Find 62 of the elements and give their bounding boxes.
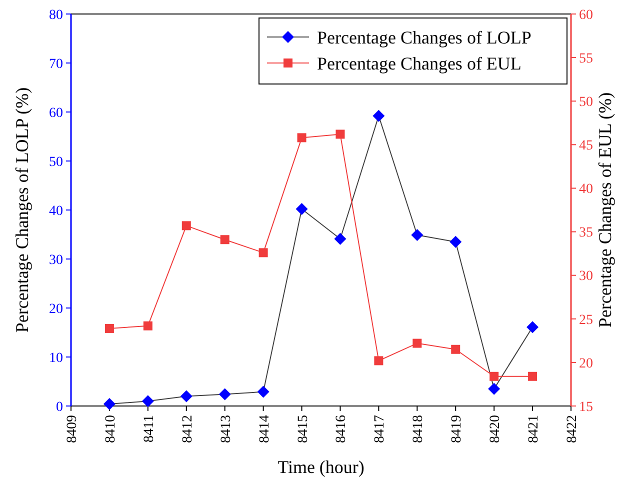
x-tick-label: 8414: [257, 415, 272, 443]
y-tick-label: 40: [49, 204, 63, 219]
x-tick-label: 8422: [565, 415, 580, 443]
y2-tick-label: 55: [579, 51, 593, 66]
y2-tick-label: 15: [579, 400, 593, 415]
point: [182, 221, 191, 230]
point: [488, 382, 500, 395]
x-tick-label: 8419: [450, 415, 465, 443]
x-tick-label: 8416: [334, 415, 350, 443]
x-tick-label: 8411: [142, 415, 157, 442]
point: [372, 110, 385, 122]
x-tick-label: 8410: [103, 415, 118, 443]
y2-axis-title: Percentage Changes of EUL (%): [595, 92, 615, 328]
y2-tick-label: 35: [579, 226, 593, 241]
legend-label: Percentage Changes of LOLP: [317, 27, 532, 48]
point: [334, 232, 346, 245]
y2-tick-label: 20: [579, 356, 593, 372]
legend-label: Percentage Changes of EUL: [317, 53, 522, 74]
point: [296, 203, 308, 216]
y2-tick-label: 45: [579, 138, 593, 154]
y2-tick-label: 50: [579, 95, 593, 110]
point: [490, 372, 499, 381]
point: [336, 130, 345, 139]
point: [526, 321, 539, 334]
y-tick-label: 50: [49, 154, 63, 170]
y2-tick-label: 25: [579, 312, 593, 328]
point: [450, 236, 462, 248]
x-tick-label: 8409: [65, 415, 80, 443]
point: [412, 338, 422, 348]
point: [374, 356, 384, 366]
point: [528, 372, 538, 381]
x-tick-label: 8420: [488, 415, 504, 443]
x-tick-label: 8415: [296, 415, 311, 443]
point: [451, 344, 460, 354]
y-tick-label: 30: [49, 252, 63, 268]
point: [143, 321, 152, 330]
x-axis-title: Time (hour): [278, 457, 364, 477]
y-tick-label: 20: [49, 302, 63, 317]
x-tick-label: 8412: [180, 415, 196, 443]
point: [220, 235, 230, 244]
x-tick-label: 8413: [218, 415, 234, 443]
y-axis-title: Percentage Changes of LOLP (%): [12, 87, 32, 333]
x-tick-label: 8417: [372, 415, 388, 443]
y2-tick-label: 40: [579, 182, 593, 198]
point: [411, 228, 424, 241]
x-tick-label: 8418: [411, 415, 426, 443]
point: [142, 395, 154, 408]
y2-tick-label: 30: [579, 269, 593, 284]
point: [257, 386, 270, 398]
point: [104, 324, 114, 333]
x-tick-label: 8421: [526, 415, 542, 443]
point: [297, 133, 306, 142]
y-tick-label: 70: [49, 56, 63, 72]
y2-tick-label: 60: [579, 8, 593, 23]
y-tick-label: 80: [49, 8, 63, 23]
y-tick-label: 0: [56, 400, 63, 415]
y-tick-label: 10: [49, 350, 63, 366]
point: [103, 398, 116, 410]
point: [218, 388, 231, 400]
point: [258, 248, 268, 258]
point: [180, 390, 192, 402]
y-tick-label: 60: [49, 106, 63, 121]
